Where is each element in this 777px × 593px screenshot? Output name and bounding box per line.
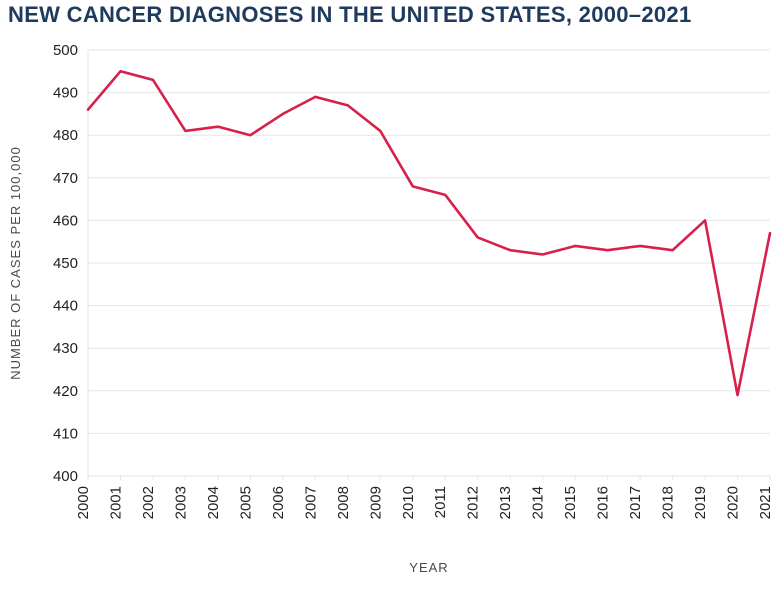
y-tick-label: 490 (53, 85, 78, 102)
x-tick-label: 2019 (692, 486, 709, 519)
x-tick-label: 2003 (172, 486, 189, 519)
x-tick-label: 2001 (107, 486, 124, 519)
x-tick-label: 2016 (595, 486, 612, 519)
x-tick-label: 2004 (205, 486, 222, 519)
y-tick-label: 450 (53, 255, 78, 272)
x-tick-label: 2014 (530, 486, 547, 519)
x-tick-label: 2010 (400, 486, 417, 519)
x-tick-label: 2018 (660, 486, 677, 519)
y-tick-label: 430 (53, 340, 78, 357)
x-tick-label: 2002 (140, 486, 157, 519)
y-tick-label: 440 (53, 298, 78, 315)
x-tick-label: 2015 (562, 486, 579, 519)
y-tick-label: 480 (53, 127, 78, 144)
page: NEW CANCER DIAGNOSES IN THE UNITED STATE… (0, 0, 777, 593)
y-tick-label: 400 (53, 468, 78, 485)
x-axis-label: YEAR (409, 560, 448, 575)
x-tick-label: 2008 (335, 486, 352, 519)
y-tick-label: 410 (53, 425, 78, 442)
x-tick-label: 2009 (367, 486, 384, 519)
y-axis-label: NUMBER OF CASES PER 100,000 (8, 146, 23, 380)
y-tick-label: 470 (53, 170, 78, 187)
x-tick-label: 2000 (75, 486, 92, 519)
chart-title: NEW CANCER DIAGNOSES IN THE UNITED STATE… (8, 2, 773, 28)
x-tick-label: 2020 (725, 486, 742, 519)
y-tick-label: 460 (53, 212, 78, 229)
x-tick-label: 2012 (465, 486, 482, 519)
x-tick-label: 2017 (627, 486, 644, 519)
x-tick-label: 2006 (270, 486, 287, 519)
chart-container: 400 410 420 430 440 450 460 470 480 490 500 2000 200… (0, 36, 777, 586)
y-tick-label: 420 (53, 383, 78, 400)
x-tick-label: 2011 (432, 486, 449, 518)
x-tick-label: 2013 (497, 486, 514, 519)
line-chart: 400 410 420 430 440 450 460 470 480 490 500 2000 200… (0, 36, 777, 586)
x-tick-label: 2007 (302, 486, 319, 519)
x-tick-label: 2021 (757, 486, 774, 519)
y-tick-label: 500 (53, 42, 78, 59)
x-tick-label: 2005 (237, 486, 254, 519)
